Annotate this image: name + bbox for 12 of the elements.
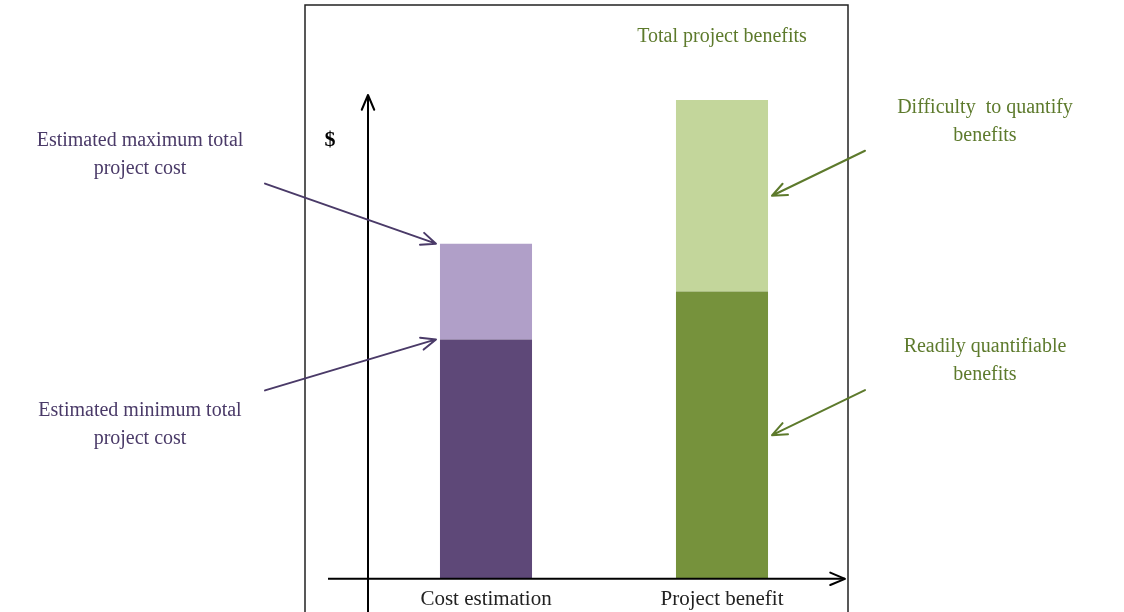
text: Difficulty to quantify benefits bbox=[897, 94, 1073, 145]
x-tick-label: Cost estimation bbox=[420, 585, 553, 610]
bar bbox=[439, 243, 533, 340]
x-tick-label: Project benefit bbox=[660, 585, 784, 610]
bar bbox=[439, 339, 533, 579]
text: Readily quantifiable benefits bbox=[903, 334, 1067, 385]
bar bbox=[675, 100, 769, 292]
text: Estimated minimum total project cost bbox=[38, 398, 243, 450]
y-axis-title: $ bbox=[324, 125, 336, 151]
text: Total project benefits bbox=[637, 24, 808, 47]
bar bbox=[675, 291, 769, 579]
text: Estimated maximum total project cost bbox=[36, 127, 244, 179]
